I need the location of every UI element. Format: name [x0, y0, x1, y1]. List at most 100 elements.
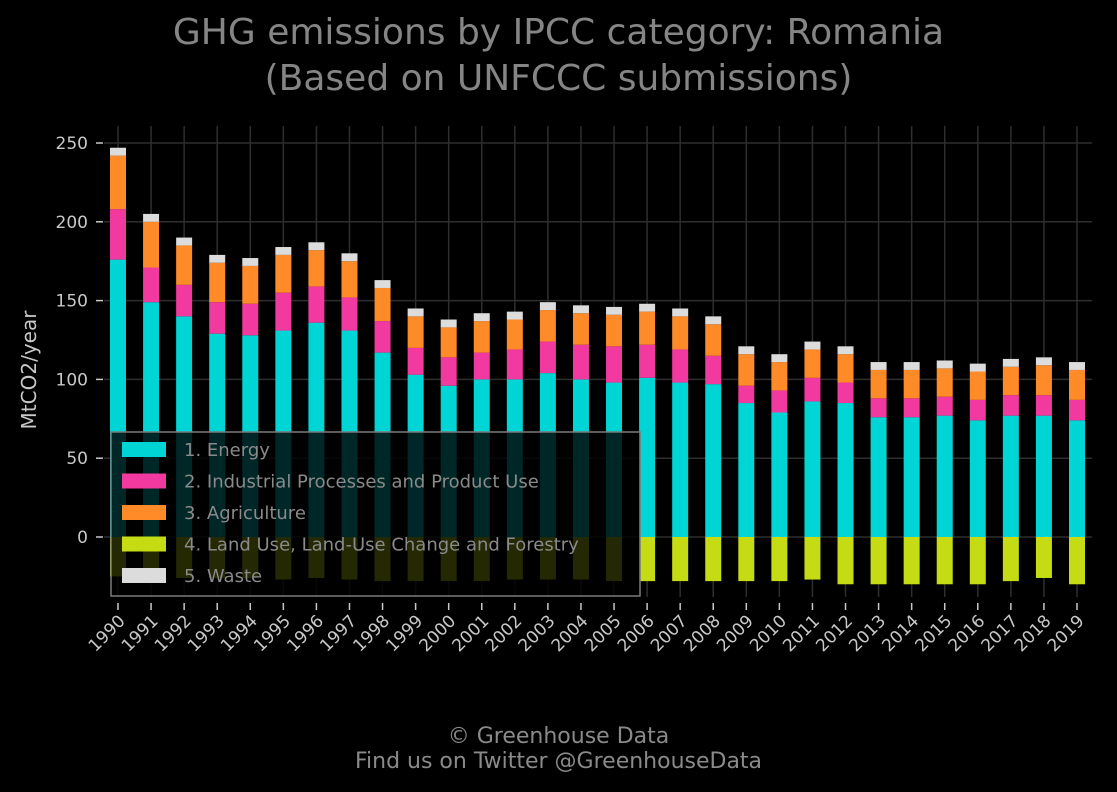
- bar-segment: [110, 209, 126, 260]
- x-tick-label: 2012: [812, 611, 857, 656]
- bar-segment: [969, 371, 986, 400]
- legend-swatch: [122, 505, 166, 520]
- bar-segment: [506, 349, 523, 380]
- bar-segment: [903, 398, 920, 418]
- x-tick-label: 2017: [978, 611, 1023, 656]
- y-axis-label: MtCO2/year: [17, 310, 41, 430]
- bar-segment: [771, 390, 788, 413]
- bar-segment: [209, 254, 226, 263]
- x-tick-label: 2005: [581, 611, 626, 656]
- bar-segment: [374, 280, 391, 288]
- y-tick-label: 100: [56, 370, 88, 390]
- bar-segment: [110, 155, 126, 210]
- x-tick-label: 1992: [151, 611, 196, 656]
- bar-segment: [870, 369, 887, 399]
- bar-segment: [341, 297, 358, 331]
- bar-segment: [804, 537, 821, 580]
- bar-segment: [804, 341, 821, 350]
- legend-swatch: [122, 568, 166, 583]
- bar-segment: [870, 537, 887, 585]
- bar-segment: [440, 357, 457, 386]
- bar-segment: [936, 537, 953, 585]
- bar-segment: [407, 316, 424, 348]
- bar-segment: [870, 398, 887, 418]
- bar-segment: [539, 341, 556, 374]
- legend-box: [110, 431, 641, 597]
- bar-segment: [539, 310, 556, 342]
- bar-segment: [639, 303, 656, 312]
- x-tick-label: 2001: [449, 611, 494, 656]
- bar-segment: [837, 346, 854, 355]
- bar-segment: [209, 262, 226, 303]
- bar-segment: [506, 319, 523, 350]
- bar-segment: [440, 327, 457, 358]
- bar-segment: [176, 237, 193, 246]
- bar-segment: [738, 385, 755, 404]
- chart-subtitle: (Based on UNFCCC submissions): [264, 58, 853, 99]
- bar-segment: [440, 319, 457, 328]
- bar-segment: [606, 346, 623, 383]
- bar-segment: [870, 362, 887, 370]
- bar-segment: [705, 537, 722, 582]
- x-tick-label: 2014: [878, 611, 923, 656]
- bar-segment: [672, 316, 689, 350]
- legend-label: 3. Agriculture: [184, 503, 306, 524]
- bar-segment: [837, 403, 854, 537]
- bar-segment: [804, 401, 821, 537]
- bar-segment: [1035, 537, 1052, 578]
- x-tick-label: 2000: [415, 611, 460, 656]
- bar-segment: [242, 265, 259, 304]
- bar-segment: [672, 349, 689, 383]
- bar-segment: [275, 254, 292, 293]
- bar-segment: [572, 344, 589, 380]
- x-tick-label: 2018: [1011, 611, 1056, 656]
- bar-segment: [143, 213, 160, 222]
- x-tick-label: 2010: [746, 611, 791, 656]
- bar-segment: [341, 253, 358, 262]
- legend: 1. Energy 2. Industrial Processes and Pro…: [110, 431, 641, 597]
- bar-segment: [1035, 415, 1052, 537]
- bar-segment: [705, 384, 722, 537]
- x-tick-label: 1999: [382, 611, 427, 656]
- bar-segment: [837, 537, 854, 585]
- x-tick-label: 1997: [316, 611, 361, 656]
- bar-segment: [572, 313, 589, 345]
- y-tick-label: 150: [56, 292, 88, 312]
- bar-segment: [1035, 357, 1052, 366]
- bar-segment: [606, 314, 623, 347]
- bar-segment: [738, 537, 755, 582]
- credit-twitter: Find us on Twitter @GreenhouseData: [354, 749, 763, 774]
- legend-label: 4. Land Use, Land-Use Change and Forestr…: [184, 535, 579, 556]
- x-tick-label: 2011: [779, 611, 824, 656]
- bar-segment: [374, 287, 391, 322]
- bar-segment: [837, 354, 854, 383]
- x-tick-label: 2008: [680, 611, 725, 656]
- x-tick-label: 1991: [118, 611, 163, 656]
- bar-segment: [639, 344, 656, 378]
- bar-segment: [903, 369, 920, 399]
- bar-segment: [672, 537, 689, 582]
- y-tick-label: 50: [66, 449, 88, 469]
- bar-segment: [903, 417, 920, 537]
- y-tick-label: 200: [56, 213, 88, 233]
- bar-segment: [407, 347, 424, 375]
- x-tick-label: 2007: [647, 611, 692, 656]
- bar-segment: [804, 349, 821, 378]
- bar-segment: [209, 302, 226, 334]
- bar-segment: [738, 346, 755, 355]
- bar-segment: [771, 354, 788, 363]
- bar-segment: [804, 377, 821, 402]
- bar-segment: [771, 412, 788, 537]
- bar-segment: [639, 537, 656, 582]
- bar-segment: [672, 382, 689, 537]
- bar-segment: [407, 308, 424, 317]
- bar-segment: [1069, 369, 1085, 400]
- bar-segment: [1069, 362, 1085, 370]
- bar-segment: [506, 311, 523, 320]
- bar-segment: [936, 396, 953, 416]
- legend-label: 1. Energy: [184, 440, 270, 461]
- x-tick-label: 1990: [85, 611, 130, 656]
- x-tick-label: 1998: [349, 611, 394, 656]
- bar-segment: [837, 382, 854, 404]
- bar-segment: [1035, 395, 1052, 416]
